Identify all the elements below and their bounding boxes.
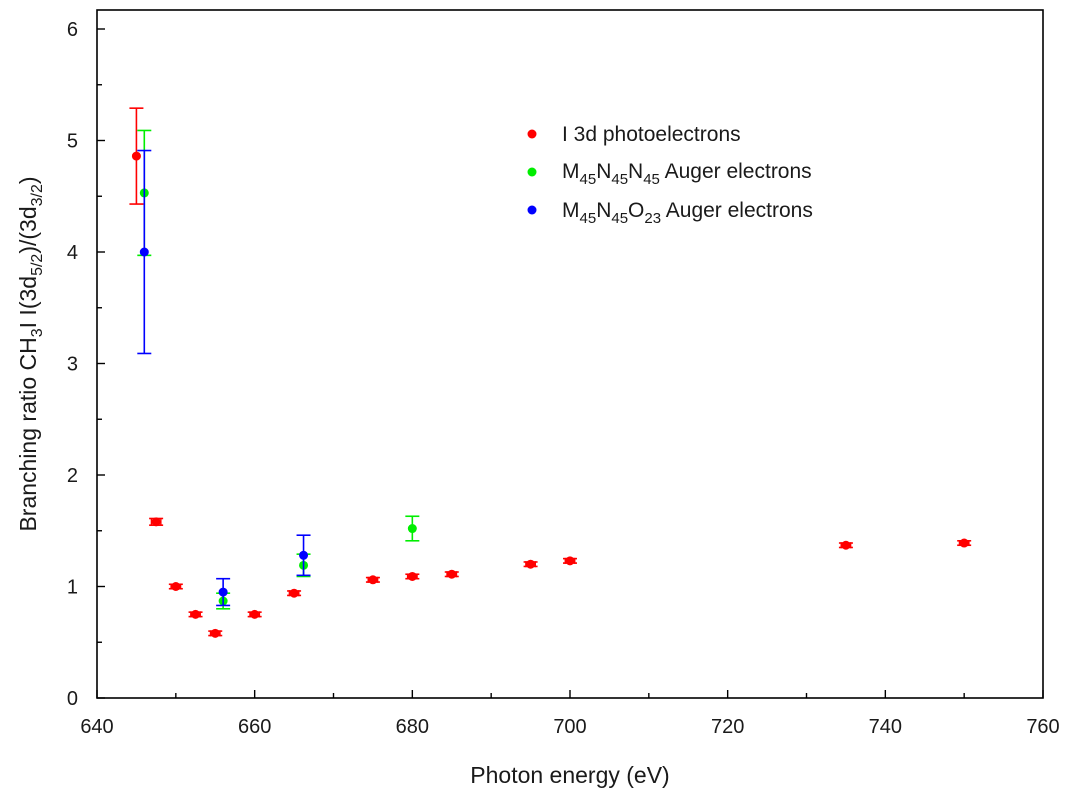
x-tick-label: 740: [869, 716, 902, 738]
marker-mno: [299, 550, 309, 560]
data-marks: [129, 107, 972, 638]
series-mno: [137, 149, 311, 607]
data-point-i3d: [523, 559, 538, 569]
y-axis-label: Branching ratio CH3I I(3d5/2)/(3d3/2): [15, 176, 46, 531]
y-label-sub-3: 3/2: [29, 184, 46, 206]
marker-i3d: [959, 538, 969, 548]
data-point-i3d: [287, 588, 302, 598]
marker-i3d: [526, 559, 536, 569]
marker-i3d: [131, 151, 141, 161]
legend-label-mnn: M45N45N45 Auger electrons: [562, 160, 812, 188]
data-point-i3d: [405, 571, 420, 581]
data-point-i3d: [563, 556, 577, 566]
axis-ticks: [96, 28, 1044, 699]
data-point-mno: [137, 149, 152, 355]
legend: I 3d photoelectrons M45N45N45 Auger elec…: [527, 123, 813, 227]
marker-i3d: [210, 628, 220, 638]
y-tick-label: 4: [67, 242, 78, 264]
marker-i3d: [368, 575, 378, 585]
marker-mno: [139, 247, 149, 257]
x-tick-label: 660: [238, 716, 271, 738]
marker-i3d: [191, 609, 201, 619]
y-tick-label: 6: [67, 19, 78, 41]
data-point-i3d: [168, 582, 183, 591]
legend-marker-mnn: [527, 167, 537, 177]
marker-i3d: [250, 609, 260, 619]
marker-i3d: [447, 569, 457, 579]
legend-marker-i3d: [527, 129, 537, 139]
x-tick-label: 680: [396, 716, 429, 738]
x-tick-label: 760: [1026, 716, 1059, 738]
data-point-i3d: [444, 569, 459, 579]
series-i3d: [129, 107, 972, 638]
x-axis-label: Photon energy (eV): [470, 762, 669, 788]
data-point-i3d: [365, 575, 380, 585]
data-point-i3d: [149, 517, 164, 527]
y-tick-label: 5: [67, 131, 78, 153]
marker-i3d: [407, 571, 417, 581]
legend-marker-mno: [527, 205, 537, 215]
x-tick-label: 720: [711, 716, 744, 738]
data-point-mno: [296, 534, 311, 577]
marker-i3d: [289, 588, 299, 598]
marker-mno: [218, 587, 228, 597]
x-tick-label: 640: [80, 716, 113, 738]
marker-i3d: [565, 556, 575, 566]
data-point-mno: [216, 577, 231, 607]
plot-frame: [96, 9, 1044, 699]
axis-tick-labels: 640 660 680 700 720 740 760 0 1 2 3 4 5 6: [67, 19, 1060, 738]
data-point-mnn: [405, 515, 420, 542]
data-point-i3d: [247, 609, 262, 619]
y-tick-label: 3: [67, 354, 78, 376]
y-tick-label: 0: [67, 688, 78, 710]
legend-label-i3d: I 3d photoelectrons: [562, 123, 741, 146]
data-point-i3d: [957, 538, 972, 548]
marker-i3d: [841, 540, 851, 550]
y-label-sub-1: 3: [29, 328, 46, 337]
marker-i3d: [151, 517, 161, 527]
data-point-i3d: [838, 540, 853, 550]
series-mnn: [137, 129, 420, 610]
data-point-i3d: [188, 609, 203, 619]
y-tick-label: 1: [67, 577, 78, 599]
marker-mnn: [407, 524, 417, 534]
y-tick-label: 2: [67, 465, 78, 487]
marker-i3d: [171, 582, 181, 591]
x-tick-label: 700: [553, 716, 586, 738]
y-label-sub-2: 5/2: [29, 254, 46, 276]
data-point-i3d: [129, 107, 144, 205]
data-point-i3d: [208, 628, 223, 638]
legend-label-mno: M45N45O23 Auger electrons: [562, 199, 813, 227]
